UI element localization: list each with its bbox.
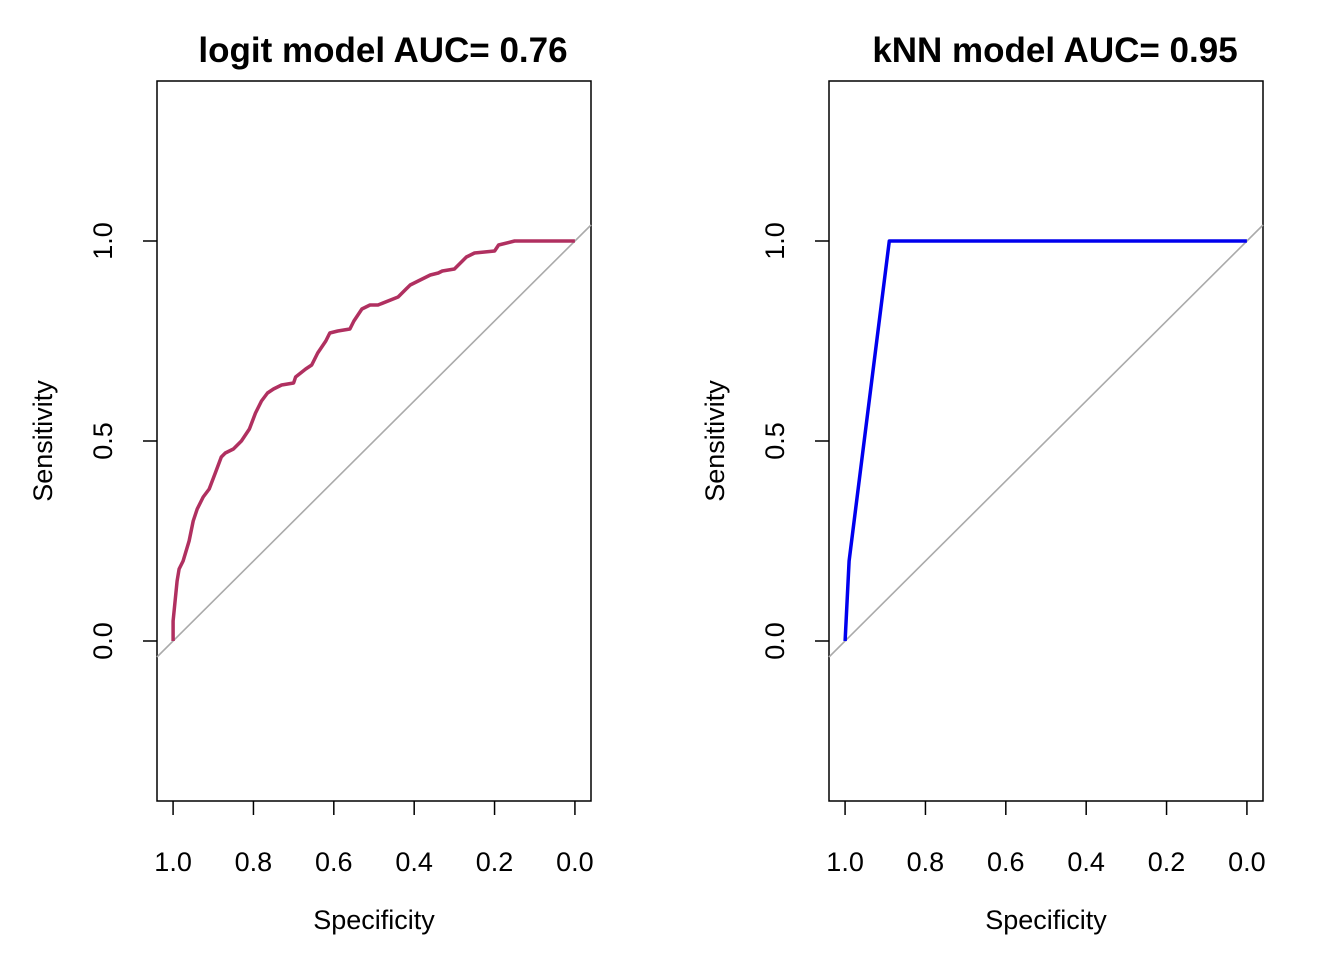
y-tick-label: 0.5 [88,422,118,460]
y-tick-label: 0.0 [88,622,118,660]
y-axis-label: Sensitivity [700,380,730,502]
roc-curve-line [171,239,575,641]
x-axis: 1.0 0.8 0.6 0.4 0.2 0.0 [154,801,594,877]
x-tick-label: 0.6 [315,847,353,877]
x-tick-label: 1.0 [826,847,864,877]
plot-area [828,224,1264,658]
y-tick-label: 0.5 [760,422,790,460]
y-tick-label: 1.0 [760,222,790,260]
roc-curve-line [843,239,1247,642]
x-axis: 1.0 0.8 0.6 0.4 0.2 0.0 [826,801,1266,877]
panel-title: logit model AUC= 0.76 [198,31,567,70]
x-tick-label: 0.2 [476,847,514,877]
x-tick-label: 0.0 [1228,847,1266,877]
panel-title: kNN model AUC= 0.95 [872,31,1237,70]
y-axis: 0.0 0.5 1.0 [88,222,157,660]
x-tick-label: 0.4 [395,847,433,877]
plot-area [156,224,592,658]
x-tick-label: 0.6 [987,847,1025,877]
y-axis-label: Sensitivity [28,380,58,502]
y-axis: 0.0 0.5 1.0 [760,222,829,660]
reference-diagonal-line [828,224,1264,658]
x-tick-label: 0.2 [1148,847,1186,877]
x-axis-label: Specificity [313,905,435,935]
reference-diagonal-line [156,224,592,658]
x-axis-label: Specificity [985,905,1107,935]
x-tick-label: 0.4 [1067,847,1105,877]
logit-roc-panel: logit model AUC= 0.76 1.0 0.8 0.6 0.4 0.2 0.0… [28,31,594,935]
y-tick-label: 1.0 [88,222,118,260]
y-tick-label: 0.0 [760,622,790,660]
x-tick-label: 1.0 [154,847,192,877]
x-tick-label: 0.8 [907,847,945,877]
knn-roc-panel: kNN model AUC= 0.95 1.0 0.8 0.6 0.4 0.2 0.0 0… [700,31,1266,935]
x-tick-label: 0.0 [556,847,594,877]
x-tick-label: 0.8 [235,847,273,877]
